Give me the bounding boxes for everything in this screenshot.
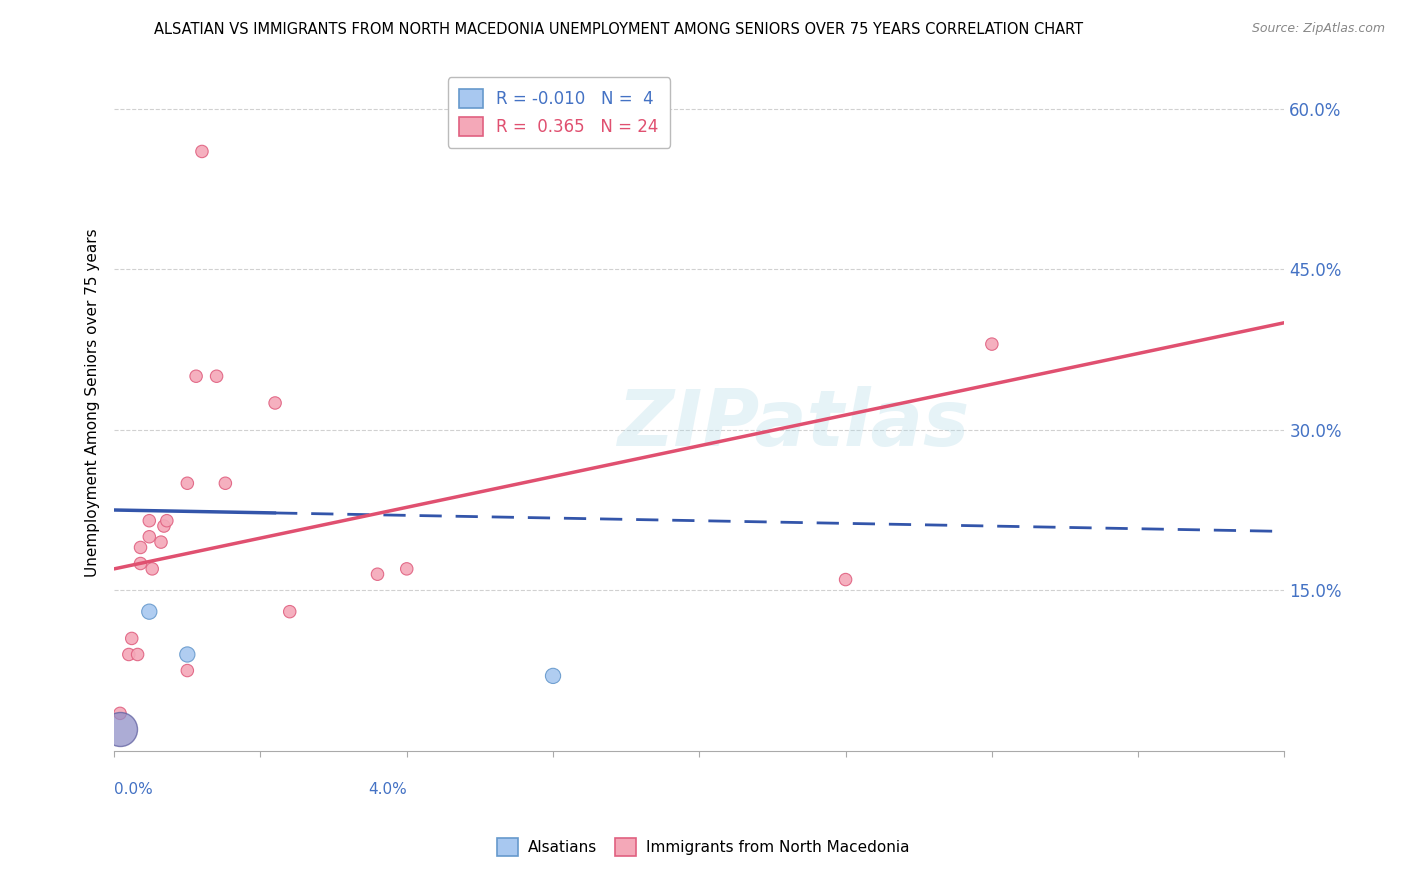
Point bbox=[176, 476, 198, 491]
Point bbox=[156, 514, 179, 528]
Point bbox=[264, 396, 287, 410]
Point bbox=[184, 369, 207, 384]
Point bbox=[108, 723, 131, 737]
Point bbox=[108, 706, 131, 721]
Text: 0.0%: 0.0% bbox=[114, 782, 153, 797]
Point bbox=[138, 530, 160, 544]
Y-axis label: Unemployment Among Seniors over 75 years: Unemployment Among Seniors over 75 years bbox=[86, 228, 100, 577]
Text: ALSATIAN VS IMMIGRANTS FROM NORTH MACEDONIA UNEMPLOYMENT AMONG SENIORS OVER 75 Y: ALSATIAN VS IMMIGRANTS FROM NORTH MACEDO… bbox=[155, 22, 1083, 37]
Point bbox=[138, 605, 160, 619]
Point bbox=[141, 562, 163, 576]
Point bbox=[176, 648, 198, 662]
Point bbox=[205, 369, 228, 384]
Point bbox=[191, 145, 214, 159]
Point bbox=[118, 648, 141, 662]
Point bbox=[153, 519, 176, 533]
Legend: R = -0.010   N =  4, R =  0.365   N = 24: R = -0.010 N = 4, R = 0.365 N = 24 bbox=[447, 78, 671, 147]
Point bbox=[366, 567, 388, 582]
Point bbox=[834, 573, 856, 587]
Point bbox=[176, 664, 198, 678]
Point bbox=[278, 605, 301, 619]
Point bbox=[138, 514, 160, 528]
Point bbox=[395, 562, 418, 576]
Point bbox=[127, 648, 149, 662]
Point bbox=[129, 557, 152, 571]
Point bbox=[121, 632, 143, 646]
Legend: Alsatians, Immigrants from North Macedonia: Alsatians, Immigrants from North Macedon… bbox=[491, 832, 915, 862]
Point bbox=[214, 476, 236, 491]
Text: Source: ZipAtlas.com: Source: ZipAtlas.com bbox=[1251, 22, 1385, 36]
Point bbox=[980, 337, 1002, 351]
Point bbox=[129, 541, 152, 555]
Point bbox=[150, 535, 173, 549]
Point bbox=[541, 669, 564, 683]
Text: ZIPatlas: ZIPatlas bbox=[617, 386, 969, 462]
Text: 4.0%: 4.0% bbox=[368, 782, 406, 797]
